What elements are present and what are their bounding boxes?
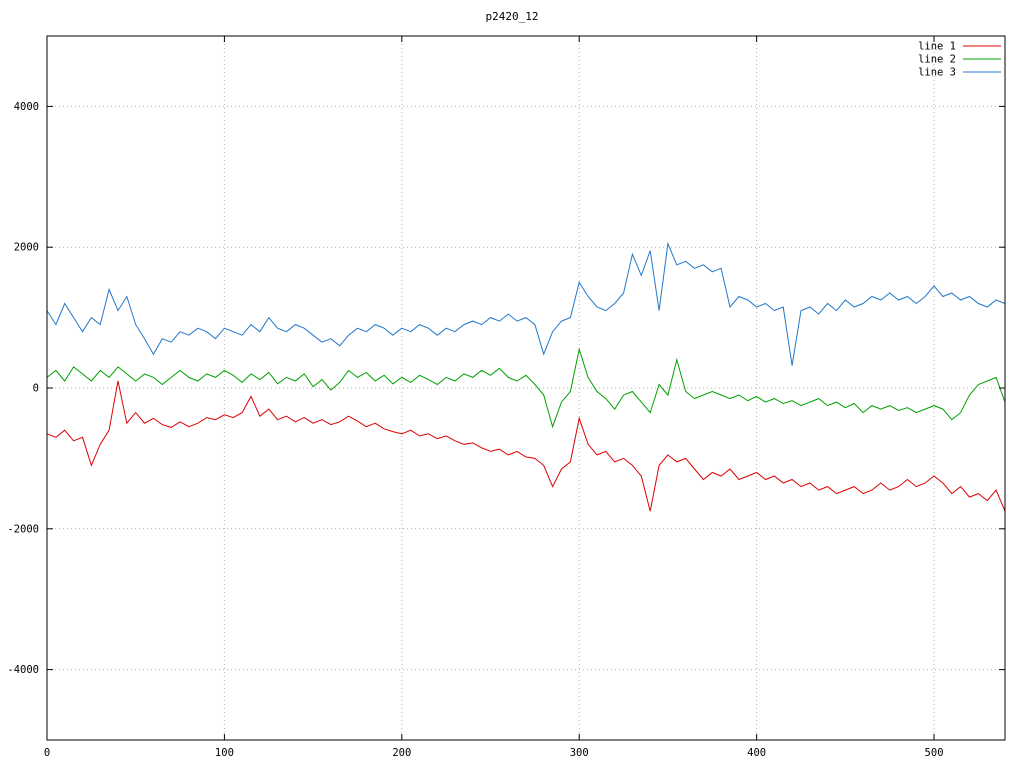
x-tick-label: 500 [925, 747, 944, 759]
y-tick-label: -2000 [7, 523, 39, 535]
legend-label: line 1 [918, 41, 956, 53]
legend-label: line 3 [918, 67, 956, 79]
x-tick-label: 300 [570, 747, 589, 759]
y-tick-label: -4000 [7, 664, 39, 676]
series-line-1 [46, 380, 1006, 512]
axis-layer: 0 100 200 300 400 500 -4000 -2000 0 2000 4000 [7, 35, 1006, 759]
x-tick-label: 400 [747, 747, 766, 759]
series-line-2 [46, 347, 1006, 429]
x-tick-label: 0 [44, 747, 50, 759]
x-tick-label: 100 [215, 747, 234, 759]
series-layer [46, 241, 1006, 512]
grid-layer [46, 36, 1005, 740]
y-tick-label: 0 [33, 383, 39, 395]
series-line-3 [46, 241, 1006, 366]
x-tick-label: 200 [392, 747, 411, 759]
y-tick-label: 2000 [14, 242, 39, 254]
chart-title: p2420_12 [486, 10, 539, 23]
legend-label: line 2 [918, 54, 956, 66]
y-tick-label: 4000 [14, 101, 39, 113]
plot-border [46, 35, 1006, 741]
